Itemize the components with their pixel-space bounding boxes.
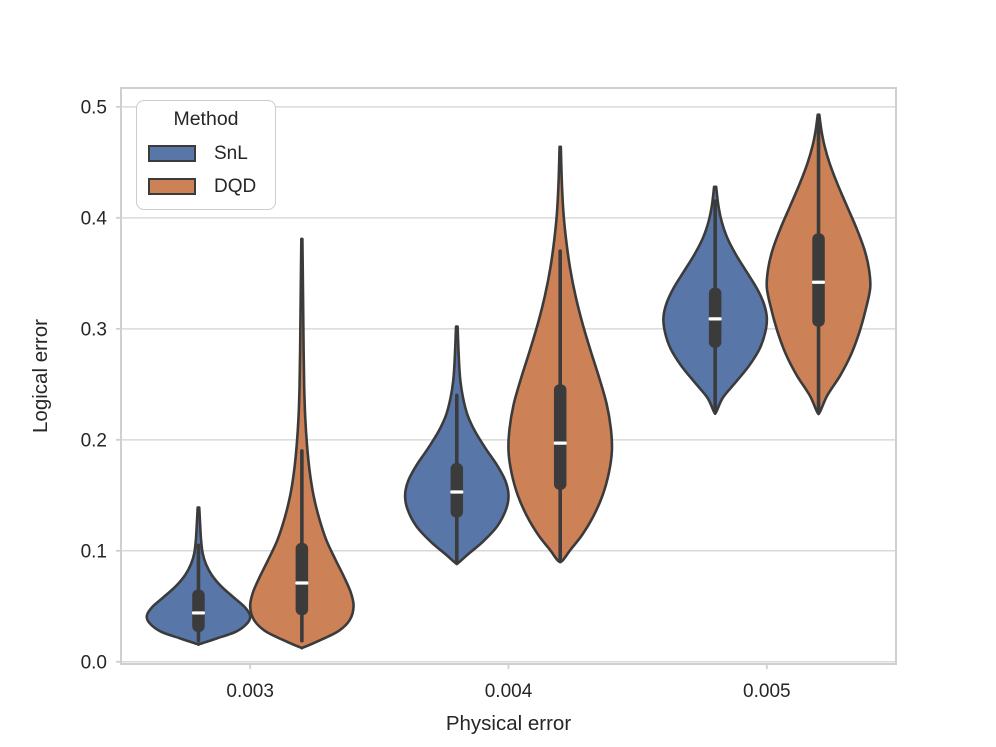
violin-median-SnL-0.003 [191, 611, 205, 615]
axes-frame [120, 87, 897, 665]
legend-entry-dqd: DQD [148, 176, 257, 197]
violin-median-DQD-0.004 [553, 441, 567, 445]
x-tick-label: 0.003 [226, 681, 274, 702]
y-tick-label: 0.5 [81, 97, 107, 118]
y-axis-title: Logical error [29, 319, 52, 433]
y-tick-label: 0.0 [81, 652, 107, 673]
legend: Method SnL DQD [136, 100, 276, 210]
x-axis-title: Physical error [446, 712, 571, 735]
violin-box-DQD-0.004 [553, 384, 567, 490]
legend-label-dqd: DQD [214, 176, 257, 197]
dqd-color-swatch [148, 178, 196, 195]
snl-color-swatch [148, 145, 196, 162]
x-tick-label: 0.004 [485, 681, 533, 702]
violin-box-SnL-0.004 [450, 463, 464, 518]
y-tick-label: 0.2 [81, 430, 107, 451]
y-tick-label: 0.3 [81, 319, 107, 340]
violin-box-SnL-0.003 [192, 589, 205, 632]
violin-median-DQD-0.003 [295, 581, 309, 585]
violin-median-SnL-0.005 [708, 317, 722, 321]
violin-median-SnL-0.004 [450, 490, 464, 494]
legend-entry-snl: SnL [148, 143, 248, 164]
legend-title: Method [173, 108, 239, 130]
violin-box-DQD-0.005 [812, 233, 825, 327]
x-tick-label: 0.005 [743, 681, 791, 702]
y-tick-label: 0.1 [81, 541, 107, 562]
y-tick-label: 0.4 [81, 208, 108, 229]
violin-body-DQD-0.003 [248, 237, 355, 650]
legend-label-snl: SnL [214, 143, 248, 164]
violin-box-DQD-0.003 [295, 543, 309, 616]
violin-median-DQD-0.005 [812, 280, 826, 284]
